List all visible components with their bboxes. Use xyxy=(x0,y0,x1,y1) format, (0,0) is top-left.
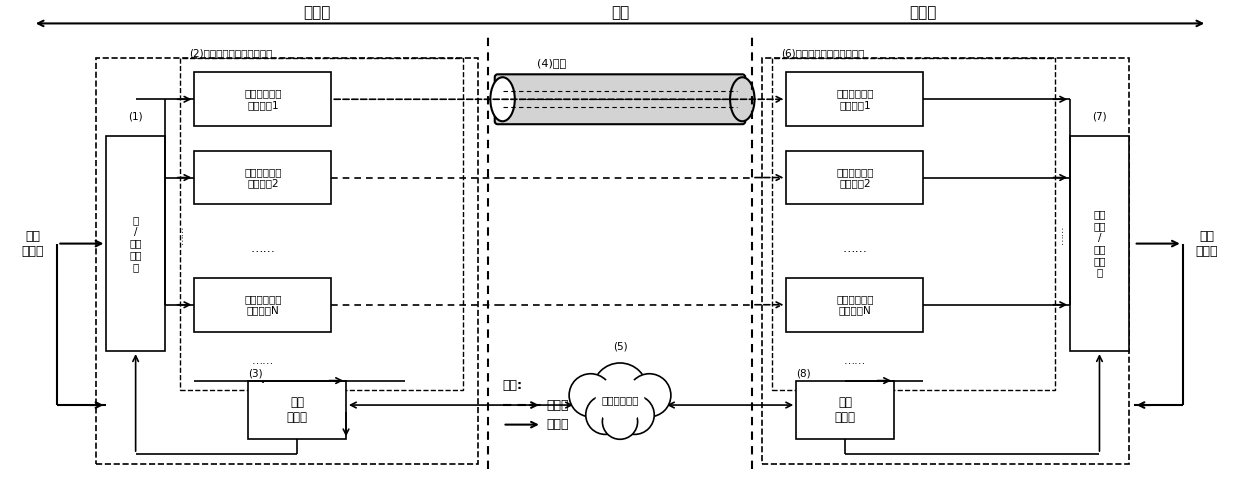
Text: ……: …… xyxy=(843,356,866,366)
Text: 电信号: 电信号 xyxy=(547,418,569,431)
Text: 密钥
信息流: 密钥 信息流 xyxy=(1195,230,1219,258)
FancyBboxPatch shape xyxy=(495,74,745,124)
Text: ……: …… xyxy=(842,242,867,255)
Text: 串
/
并转
换单
元: 串 / 并转 换单 元 xyxy=(129,216,141,272)
FancyBboxPatch shape xyxy=(107,136,165,351)
Text: ……: …… xyxy=(250,242,275,255)
FancyBboxPatch shape xyxy=(1070,136,1128,351)
Text: 量子密钥分配
接收单元2: 量子密钥分配 接收单元2 xyxy=(836,167,874,189)
Text: (6)量子密钥分配接收单元组: (6)量子密钥分配接收单元组 xyxy=(781,48,864,58)
Text: ……: …… xyxy=(175,224,185,244)
Text: (1): (1) xyxy=(128,111,143,121)
Text: 密钥
信息流: 密钥 信息流 xyxy=(21,230,45,258)
Text: 接收端: 接收端 xyxy=(910,5,937,21)
FancyBboxPatch shape xyxy=(786,278,924,331)
Text: 信道: 信道 xyxy=(611,5,629,21)
Text: ……: …… xyxy=(252,356,274,366)
Text: 缓存
及并
/
串转
换单
元: 缓存 及并 / 串转 换单 元 xyxy=(1094,210,1106,277)
Text: ……: …… xyxy=(1055,224,1065,244)
Circle shape xyxy=(603,404,637,439)
Text: 图例:: 图例: xyxy=(502,379,522,392)
Text: 量子密钥分配
发送单元N: 量子密钥分配 发送单元N xyxy=(244,294,281,316)
Circle shape xyxy=(627,374,671,417)
Text: 辅助通信通道: 辅助通信通道 xyxy=(601,395,639,405)
Text: (3): (3) xyxy=(248,369,263,379)
Circle shape xyxy=(569,374,613,417)
FancyBboxPatch shape xyxy=(195,72,331,126)
Ellipse shape xyxy=(730,77,755,121)
Text: (5): (5) xyxy=(613,341,627,351)
Circle shape xyxy=(595,376,645,425)
Ellipse shape xyxy=(490,77,515,121)
FancyBboxPatch shape xyxy=(786,151,924,204)
Text: 接收
控制器: 接收 控制器 xyxy=(835,396,856,424)
Text: 量子密钥分配
发送单元1: 量子密钥分配 发送单元1 xyxy=(244,88,281,110)
Text: 量子密钥分配
发送单元2: 量子密钥分配 发送单元2 xyxy=(244,167,281,189)
Circle shape xyxy=(593,363,647,418)
Circle shape xyxy=(615,395,655,435)
Text: 量子密钥分配
接收单元1: 量子密钥分配 接收单元1 xyxy=(836,88,874,110)
Text: (8): (8) xyxy=(796,369,811,379)
FancyBboxPatch shape xyxy=(796,381,894,439)
Text: (4)光缆: (4)光缆 xyxy=(537,57,567,68)
Circle shape xyxy=(585,395,625,435)
Text: 光信号: 光信号 xyxy=(547,399,569,411)
FancyBboxPatch shape xyxy=(195,278,331,331)
FancyBboxPatch shape xyxy=(786,72,924,126)
FancyBboxPatch shape xyxy=(195,151,331,204)
Text: 量子密钥分配
接收单元N: 量子密钥分配 接收单元N xyxy=(836,294,874,316)
Text: (7): (7) xyxy=(1092,111,1107,121)
Text: (2)量子密钥分配发送单元组: (2)量子密钥分配发送单元组 xyxy=(190,48,273,58)
Text: 发送端: 发送端 xyxy=(303,5,330,21)
FancyBboxPatch shape xyxy=(248,381,346,439)
Text: 发送
控制器: 发送 控制器 xyxy=(286,396,308,424)
